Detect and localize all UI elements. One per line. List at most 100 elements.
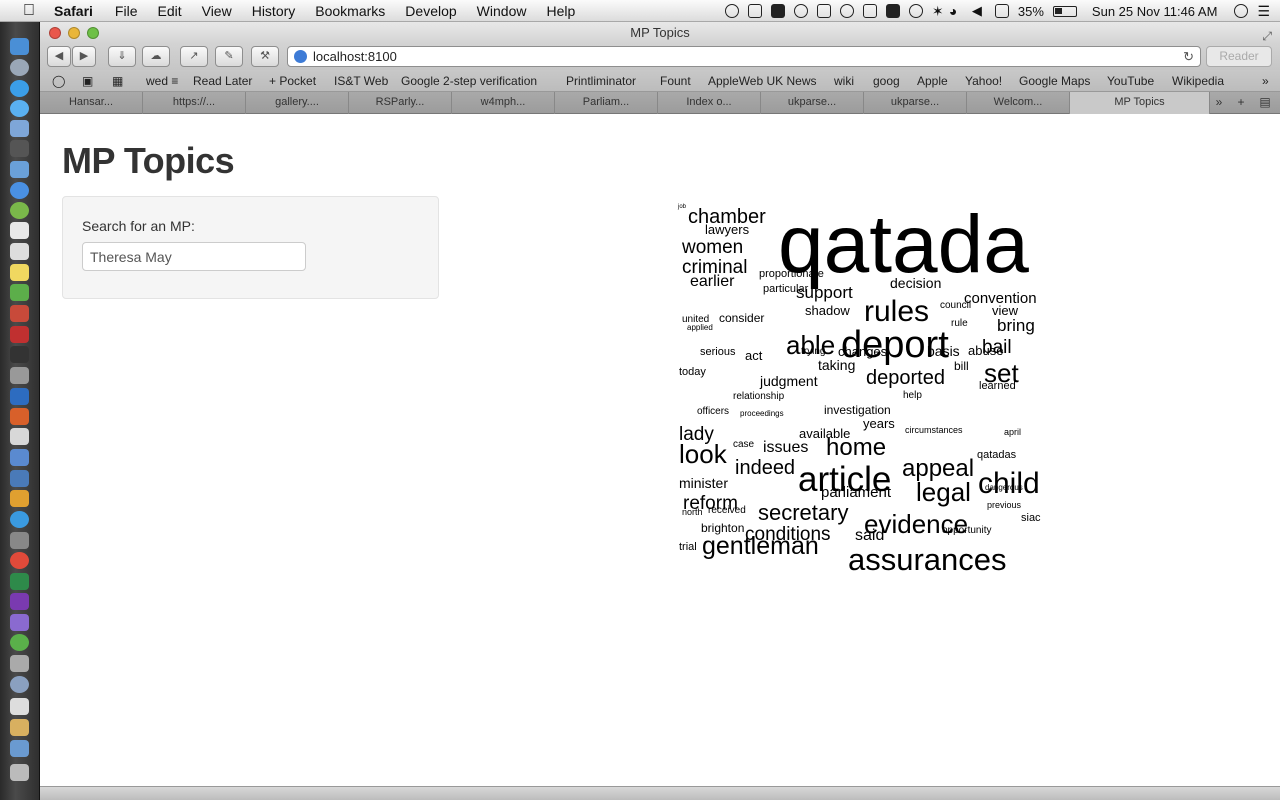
- mail-icon[interactable]: [10, 161, 29, 178]
- wifi-icon[interactable]: ◕: [948, 3, 958, 19]
- gauge-icon[interactable]: [862, 4, 877, 18]
- top-sites-icon[interactable]: ▦: [112, 74, 124, 88]
- bookmark-yahoo[interactable]: Yahoo!: [965, 74, 1003, 88]
- launchpad-icon[interactable]: [10, 59, 29, 76]
- bookmark-ist-web[interactable]: IS&T Web: [334, 74, 389, 88]
- excel-icon[interactable]: [10, 573, 29, 590]
- tab-welcome[interactable]: Welcom...: [967, 92, 1070, 114]
- notification-center-icon[interactable]: ☰: [1257, 2, 1270, 19]
- paint-icon[interactable]: [10, 428, 29, 445]
- address-bar[interactable]: localhost:8100 ↻: [287, 46, 1201, 67]
- tab-index[interactable]: Index o...: [658, 92, 761, 114]
- tab-parliament[interactable]: Parliam...: [555, 92, 658, 114]
- preview-icon[interactable]: [10, 120, 29, 137]
- quicksilver-icon[interactable]: [10, 614, 29, 631]
- bookmarks-book-icon[interactable]: ▣: [82, 74, 94, 88]
- finder-icon[interactable]: [10, 38, 29, 55]
- photoshop-icon[interactable]: [10, 346, 29, 363]
- notes-icon[interactable]: [770, 4, 785, 18]
- xcode-icon[interactable]: [10, 449, 29, 466]
- messages-icon[interactable]: [10, 511, 29, 528]
- bookmark-pocket[interactable]: + Pocket: [269, 74, 317, 88]
- tabs-overflow-icon[interactable]: »: [1215, 95, 1223, 109]
- bookmark-goog[interactable]: goog: [873, 74, 900, 88]
- onenote-icon[interactable]: [10, 593, 29, 610]
- leaf-icon[interactable]: [10, 634, 29, 651]
- word-icon[interactable]: [10, 388, 29, 405]
- menu-clock[interactable]: Sun 25 Nov 11:46 AM: [1091, 3, 1218, 19]
- bookmark-fount[interactable]: Fount: [660, 74, 691, 88]
- itunes-icon[interactable]: [10, 182, 29, 199]
- downloads-stack-icon[interactable]: [10, 719, 29, 736]
- dropbox-icon[interactable]: [816, 4, 831, 18]
- mouse-icon[interactable]: [10, 532, 29, 549]
- menu-help[interactable]: Help: [546, 2, 576, 19]
- chrome-icon[interactable]: [10, 552, 29, 569]
- camera-icon[interactable]: [793, 4, 808, 18]
- bookmark-apple[interactable]: Apple: [917, 74, 948, 88]
- tools-button[interactable]: ⚒: [251, 46, 279, 67]
- new-tab-button[interactable]: +: [1237, 95, 1245, 109]
- spotify-icon[interactable]: [10, 202, 29, 219]
- fullscreen-icon[interactable]: ⤢: [1262, 29, 1272, 43]
- photo-booth-icon[interactable]: [10, 140, 29, 157]
- iphoto-icon[interactable]: [10, 305, 29, 322]
- bookmark-appleweb-uk-news[interactable]: AppleWeb UK News: [708, 74, 817, 88]
- menu-app-safari[interactable]: Safari: [54, 2, 93, 19]
- mp-search-input[interactable]: [82, 242, 306, 271]
- tab-gallery[interactable]: gallery....: [246, 92, 349, 114]
- volume-icon[interactable]: ◀: [971, 3, 982, 18]
- menu-develop[interactable]: Develop: [405, 2, 457, 19]
- zoom-window-button[interactable]: [87, 27, 99, 39]
- r-icon[interactable]: [10, 676, 29, 693]
- bookmark-youtube[interactable]: YouTube: [1107, 74, 1155, 88]
- acrobat-icon[interactable]: [10, 326, 29, 343]
- reload-icon[interactable]: ↻: [1183, 49, 1194, 64]
- pages-icon[interactable]: [10, 490, 29, 507]
- display-icon[interactable]: [747, 4, 762, 18]
- bluetooth-icon[interactable]: ✶: [931, 3, 944, 19]
- url-text[interactable]: localhost:8100: [313, 49, 397, 64]
- bookmark-google-maps[interactable]: Google Maps: [1019, 74, 1091, 88]
- battery-widget-icon[interactable]: [885, 4, 900, 18]
- stickies-icon[interactable]: [10, 264, 29, 281]
- minimize-window-button[interactable]: [68, 27, 80, 39]
- textedit-icon[interactable]: [10, 243, 29, 260]
- tab-rsparly[interactable]: RSParly...: [349, 92, 452, 114]
- alarm-icon[interactable]: [724, 4, 739, 18]
- bookmark-wiki[interactable]: wiki: [834, 74, 854, 88]
- tab-overview-icon[interactable]: ▤: [1259, 95, 1271, 109]
- utility-icon[interactable]: [10, 367, 29, 384]
- bookmark-wed[interactable]: wed ≡: [146, 74, 179, 88]
- menu-window[interactable]: Window: [476, 2, 527, 19]
- tab-https[interactable]: https://...: [143, 92, 246, 114]
- tab-mp-topics[interactable]: MP Topics: [1070, 92, 1210, 114]
- bookmark-printliminator[interactable]: Printliminator: [566, 74, 637, 88]
- powerpoint-icon[interactable]: [10, 408, 29, 425]
- battery-percent[interactable]: 35%: [1017, 3, 1044, 19]
- battery-icon[interactable]: [1052, 5, 1077, 17]
- safari-dock-icon[interactable]: [10, 100, 29, 117]
- tab-hansard[interactable]: Hansar...: [40, 92, 143, 114]
- evernote-icon[interactable]: [10, 284, 29, 301]
- downloads-button[interactable]: ⇓: [108, 46, 136, 67]
- close-window-button[interactable]: [49, 27, 61, 39]
- instruments-icon[interactable]: [10, 470, 29, 487]
- tools-icon[interactable]: [839, 4, 854, 18]
- apple-menu-icon[interactable]: : [18, 2, 40, 20]
- back-button[interactable]: ◀: [47, 46, 71, 67]
- reader-button[interactable]: Reader: [1206, 46, 1272, 67]
- calendar-icon[interactable]: [10, 222, 29, 239]
- menu-file[interactable]: File: [114, 2, 138, 19]
- keyboard-icon[interactable]: [994, 4, 1009, 18]
- tab-ukparse-2[interactable]: ukparse...: [864, 92, 967, 114]
- grapher-icon[interactable]: [10, 655, 29, 672]
- menu-bookmarks[interactable]: Bookmarks: [315, 2, 386, 19]
- forward-button[interactable]: ▶: [72, 46, 96, 67]
- bookmark-read-later[interactable]: Read Later: [193, 74, 253, 88]
- bookmark-google-2step[interactable]: Google 2-step verification: [401, 74, 538, 88]
- share-button[interactable]: ↗: [180, 46, 208, 67]
- tab-w4mph[interactable]: w4mph...: [452, 92, 555, 114]
- documents-icon[interactable]: [10, 698, 29, 715]
- extension-button[interactable]: ✎: [215, 46, 243, 67]
